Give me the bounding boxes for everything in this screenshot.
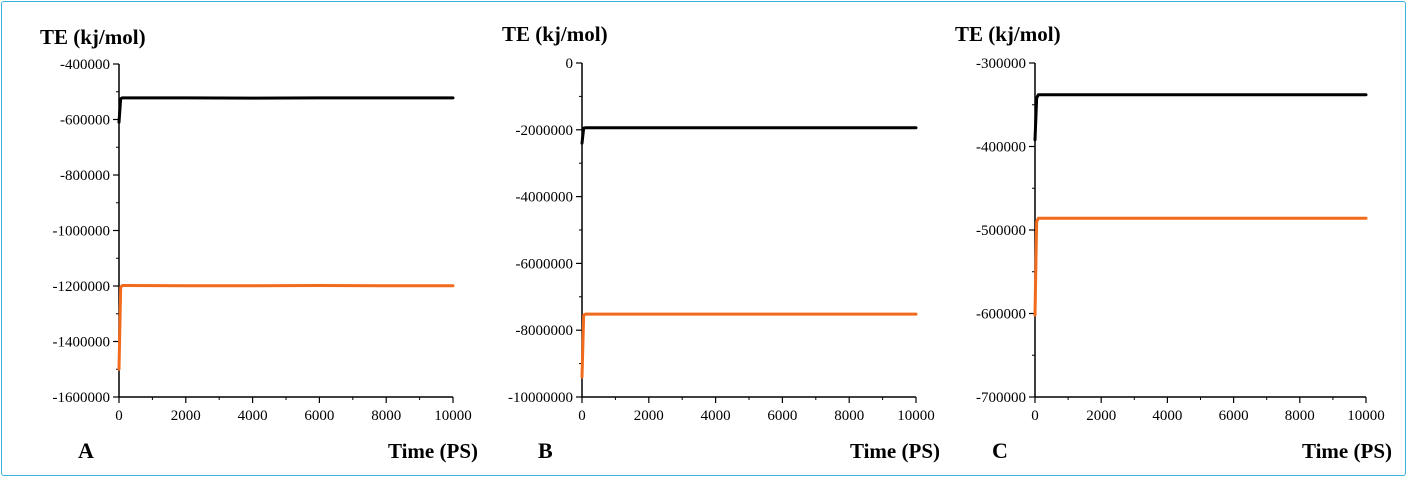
panel-a-x-tick-label: 2000 [171, 408, 201, 424]
panel-b-x-tick-label: 2000 [634, 408, 664, 424]
panel-c-x-tick-label: 10000 [1347, 408, 1385, 424]
panel-b-x-tick-label: 0 [578, 408, 586, 424]
panel-b-x-tick-label: 10000 [897, 408, 935, 424]
panel-c-x-tick-label: 0 [1031, 408, 1039, 424]
panel-b-y-tick-label: -8000000 [516, 323, 574, 339]
panel-a-x-tick-label: 8000 [371, 408, 401, 424]
panel-a-series-orange-line [117, 283, 455, 371]
panel-b-y-title: TE (kj/mol) [502, 22, 608, 46]
panel-c-series-orange-line [1033, 216, 1368, 317]
panel-b-x-tick-label: 4000 [701, 408, 731, 424]
panel-b: TE (kj/mol) Time (PS) B 0 -2000000 -400000… [502, 22, 940, 463]
panel-c-x-tick-label: 4000 [1152, 408, 1182, 424]
panel-a-x-tick-label: 10000 [434, 408, 472, 424]
panel-c-y-tick-label: -500000 [976, 223, 1026, 239]
panel-b-y-tick-label: 0 [566, 56, 574, 72]
panel-a-y-tick-label: -600000 [60, 113, 110, 129]
panel-a-x-tick-label: 0 [115, 408, 123, 424]
panel-c-letter: C [992, 438, 1008, 463]
panel-c-y-tick-label: -300000 [976, 56, 1026, 72]
panel-a-x-title: Time (PS) [388, 439, 478, 463]
panel-c-y-title: TE (kj/mol) [955, 22, 1061, 46]
panel-b-plot: 0 -2000000 -4000000 -6000000 -8000000 -100000… [508, 56, 935, 424]
panel-a-y-title: TE (kj/mol) [40, 25, 146, 49]
panel-b-letter: B [538, 438, 553, 463]
panel-a-series-black-line [117, 96, 455, 124]
panel-c-x-tick-label: 8000 [1285, 408, 1315, 424]
panel-c-x-tick-label: 6000 [1219, 408, 1249, 424]
panel-b-x-title: Time (PS) [850, 439, 940, 463]
panel-a-letter: A [78, 438, 94, 463]
panel-a-y-tick-label: -800000 [60, 168, 110, 184]
panel-a: TE (kj/mol) Time (PS) A -400000 -600000 -8… [40, 25, 478, 463]
panel-b-x-tick-label: 8000 [834, 408, 864, 424]
panel-c-series-black-line [1033, 93, 1368, 142]
panel-c-plot: -300000 -400000 -500000 -600000 -700000 0 2000… [976, 56, 1385, 424]
panel-a-x-tick-label: 6000 [304, 408, 334, 424]
panel-a-y-tick-label: -400000 [60, 57, 110, 73]
panel-c-y-tick-label: -400000 [976, 140, 1026, 156]
panel-c-x-title: Time (PS) [1302, 439, 1392, 463]
panel-a-y-tick-label: -1200000 [53, 279, 111, 295]
panel-b-y-tick-label: -4000000 [516, 190, 574, 206]
panel-c-y-tick-label: -600000 [976, 307, 1026, 323]
panel-b-series-orange-line [580, 312, 918, 379]
panel-a-y-tick-label: -1600000 [53, 390, 111, 406]
panel-c: TE (kj/mol) Time (PS) C -300000 -400000 -5… [955, 22, 1392, 463]
panel-a-plot: -400000 -600000 -800000 -1000000 -1200000 -14… [53, 57, 472, 424]
panel-a-x-tick-label: 4000 [238, 408, 268, 424]
panel-a-y-tick-label: -1400000 [53, 335, 111, 351]
panel-c-x-tick-label: 2000 [1086, 408, 1116, 424]
panel-b-series-black-line [580, 126, 918, 145]
panel-b-y-tick-label: -6000000 [516, 256, 574, 272]
panel-a-y-tick-label: -1000000 [53, 224, 111, 240]
panel-b-x-tick-label: 6000 [767, 408, 797, 424]
panel-c-y-tick-label: -700000 [976, 390, 1026, 406]
panel-b-y-tick-label: -10000000 [508, 390, 573, 406]
panel-b-y-tick-label: -2000000 [516, 123, 574, 139]
